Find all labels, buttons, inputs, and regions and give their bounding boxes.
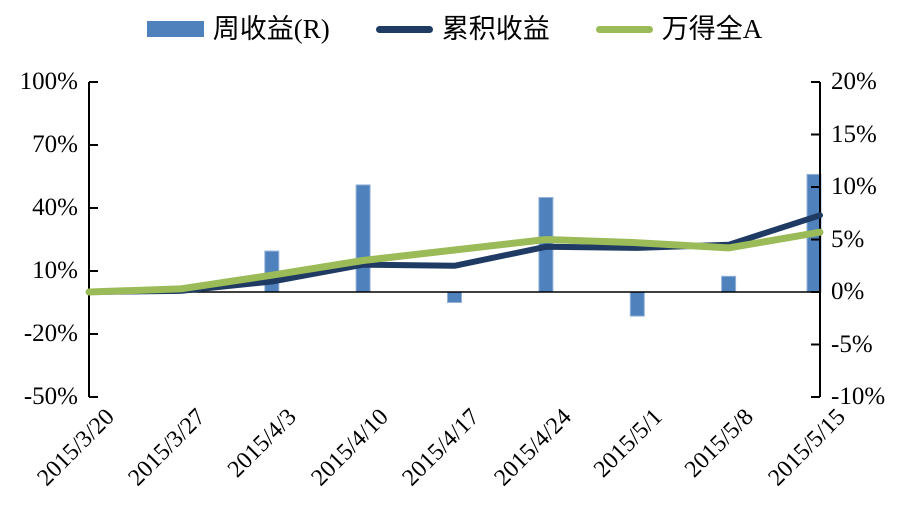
right-axis-tick-label: 15% xyxy=(831,120,877,148)
legend-item-weekly-return: 周收益(R) xyxy=(146,14,330,44)
right-axis-tick-label: 0% xyxy=(831,278,865,305)
line-wind-all-a xyxy=(85,228,824,296)
line-swatch xyxy=(375,25,433,33)
bar-weekly-return xyxy=(447,291,462,303)
legend-item-wind-all-a: 万得全A xyxy=(595,14,763,44)
bar-weekly-return xyxy=(629,291,645,317)
right-axis-tick-label: -10% xyxy=(831,383,886,410)
left-axis-tick-label: 100% xyxy=(19,68,78,95)
bar-swatch xyxy=(146,21,204,37)
right-axis-tick-label: -5% xyxy=(831,330,873,358)
left-axis-tick-label: 10% xyxy=(32,257,78,284)
left-axis-tick-label: -20% xyxy=(23,320,78,347)
line-swatch xyxy=(595,25,653,33)
legend-item-cumulative-return: 累积收益 xyxy=(375,14,550,44)
legend-label: 周收益(R) xyxy=(212,14,330,44)
legend-label: 万得全A xyxy=(661,14,763,44)
left-axis-tick-label: -50% xyxy=(23,383,78,410)
bar-weekly-return xyxy=(355,184,371,293)
right-axis-tick-label: 5% xyxy=(831,225,865,253)
right-axis-tick-label: 20% xyxy=(831,68,877,95)
left-axis-tick-label: 40% xyxy=(32,194,78,221)
bar-weekly-return xyxy=(721,275,737,293)
chart-legend: 周收益(R) 累积收益 万得全A xyxy=(0,10,909,48)
left-axis-tick-label: 70% xyxy=(32,131,78,158)
line-cumulative-return xyxy=(86,212,823,295)
legend-label: 累积收益 xyxy=(441,14,550,44)
right-axis-tick-label: 10% xyxy=(831,173,877,200)
